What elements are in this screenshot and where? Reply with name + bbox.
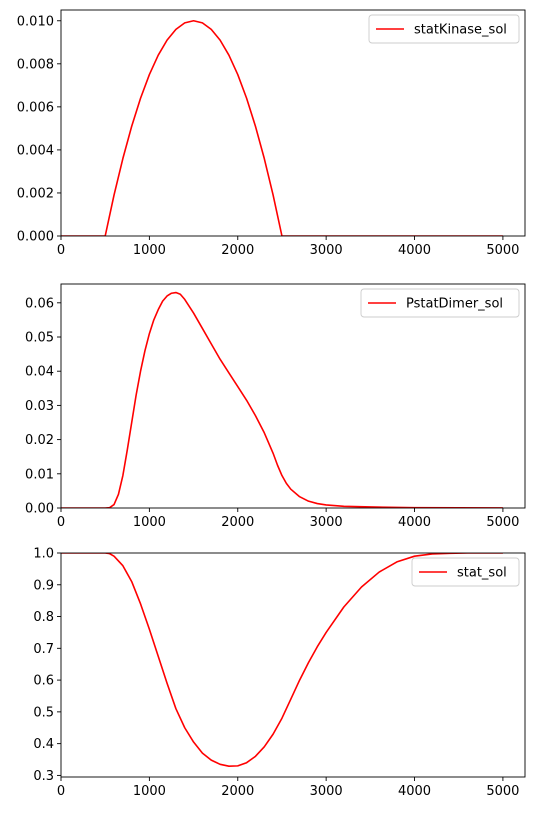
x-tick-label: 2000 [221,243,254,258]
y-tick-label: 0.06 [25,296,54,311]
plot-frame-3 [60,552,526,778]
x-tick-label: 2000 [221,515,254,530]
legend-label: stat_sol [457,566,507,581]
legend-box-2 [360,288,520,318]
x-tick-label: 3000 [310,515,343,530]
y-tick-label: 0.5 [33,705,54,720]
x-tick-label: 0 [57,515,65,530]
x-tick-label: 4000 [398,515,431,530]
x-tick-label: 2000 [221,784,254,799]
y-tick-label: 0.6 [33,674,54,689]
x-tick-label: 0 [57,243,65,258]
y-tick-label: 0.010 [17,14,54,29]
legend-label: statKinase_sol [414,23,507,38]
series-line-2-1 [61,291,503,508]
x-tick-label: 4000 [398,243,431,258]
plot-frame-1 [60,9,526,237]
y-tick-label: 0.03 [25,399,54,414]
y-tick-label: 0.3 [33,769,54,784]
y-tick-label: 0.8 [33,610,54,625]
x-tick-label: 5000 [486,243,519,258]
x-tick-label: 0 [57,784,65,799]
x-tick-label: 3000 [310,784,343,799]
y-tick-label: 0.006 [17,100,54,115]
series-line-1-1 [61,19,503,236]
y-tick-label: 0.04 [25,365,54,380]
y-tick-label: 0.05 [25,331,54,346]
chart-panel-2: 0 1000 2000 3000 4000 5000 0.00 0.01 0.02 0.03 0.0… [25,283,526,530]
y-tick-label: 0.02 [25,433,54,448]
y-tick-label: 0.002 [17,186,54,201]
legend-label: PstatDimer_sol [406,297,503,312]
x-tick-label: 3000 [310,243,343,258]
legend-box-1 [368,14,520,44]
y-tick-label: 0.004 [17,143,54,158]
x-tick-label: 5000 [486,784,519,799]
y-tick-label: 0.01 [25,467,54,482]
chart-panel-1: 0 1000 2000 3000 4000 5000 0.000 0.002 0.004 0.00… [17,9,526,258]
x-tick-label: 1000 [133,784,166,799]
series-line-3-1 [61,553,503,767]
legend-box-3 [411,557,520,587]
chart-panel-3: 0 1000 2000 3000 4000 5000 0.3 0.4 0.5 0.6 0.7 0.8 0… [33,547,526,799]
y-tick-label: 0.4 [33,737,54,752]
x-tick-label: 4000 [398,784,431,799]
x-tick-label: 1000 [133,243,166,258]
y-tick-label: 0.00 [25,502,54,517]
y-tick-label: 0.9 [33,578,54,593]
y-tick-label: 0.000 [17,230,54,245]
x-tick-label: 5000 [486,515,519,530]
y-tick-label: 0.008 [17,57,54,72]
x-tick-label: 1000 [133,515,166,530]
y-tick-label: 0.7 [33,642,54,657]
y-tick-label: 1.0 [33,547,54,562]
plot-frame-2 [60,283,526,509]
